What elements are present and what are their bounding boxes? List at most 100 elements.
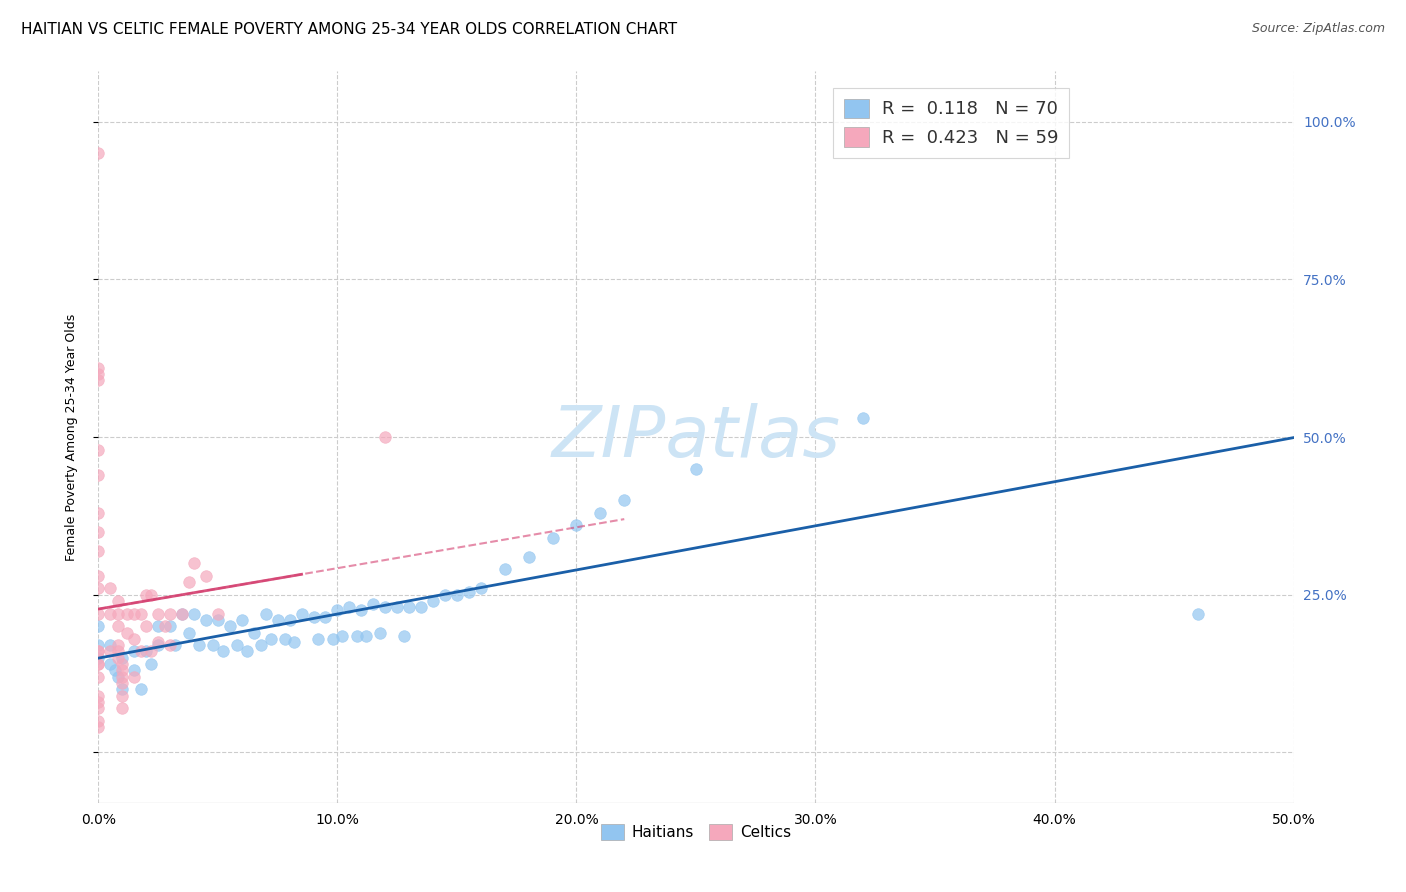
Point [139, 588, 162, 602]
Point [87, 367, 110, 381]
Point [494, 562, 516, 576]
Point [179, 575, 201, 590]
Point [278, 613, 301, 627]
Point [685, 461, 707, 475]
Point [374, 430, 396, 444]
Point [124, 644, 146, 658]
Point [254, 607, 277, 621]
Point [517, 549, 540, 564]
Point [179, 625, 201, 640]
Point [107, 607, 129, 621]
Point [267, 613, 290, 627]
Point [87, 146, 110, 161]
Point [87, 644, 110, 658]
Point [291, 607, 314, 621]
Point [87, 506, 110, 520]
Point [243, 625, 266, 640]
Point [107, 594, 129, 608]
Point [322, 632, 344, 646]
Point [115, 607, 138, 621]
Point [87, 657, 110, 671]
Point [159, 619, 181, 633]
Point [219, 619, 242, 633]
Point [363, 597, 385, 611]
Point [195, 613, 218, 627]
Point [398, 600, 420, 615]
Point [87, 607, 110, 621]
Point [87, 582, 110, 596]
Point [211, 644, 233, 658]
Point [370, 625, 392, 640]
Point [307, 632, 329, 646]
Point [87, 701, 110, 715]
Point [131, 644, 153, 658]
Point [346, 629, 368, 643]
Point [207, 607, 229, 621]
Point [394, 629, 416, 643]
Point [98, 582, 122, 596]
Point [446, 588, 468, 602]
Point [613, 493, 636, 508]
Point [87, 442, 110, 457]
Point [231, 613, 253, 627]
Point [124, 632, 146, 646]
Point [274, 632, 297, 646]
Point [131, 607, 153, 621]
Point [87, 670, 110, 684]
Text: HAITIAN VS CELTIC FEMALE POVERTY AMONG 25-34 YEAR OLDS CORRELATION CHART: HAITIAN VS CELTIC FEMALE POVERTY AMONG 2… [21, 22, 678, 37]
Point [135, 644, 157, 658]
Point [1187, 607, 1209, 621]
Point [302, 609, 325, 624]
Point [326, 603, 349, 617]
Point [124, 607, 146, 621]
Point [159, 638, 181, 652]
Point [374, 600, 396, 615]
Legend: Haitians, Celtics: Haitians, Celtics [595, 817, 797, 847]
Point [315, 609, 337, 624]
Point [98, 638, 122, 652]
Point [131, 682, 153, 697]
Point [148, 638, 170, 652]
Point [87, 569, 110, 583]
Point [111, 676, 134, 690]
Point [111, 670, 134, 684]
Point [385, 600, 409, 615]
Y-axis label: Female Poverty Among 25-34 Year Olds: Female Poverty Among 25-34 Year Olds [65, 313, 77, 561]
Point [87, 638, 110, 652]
Point [565, 518, 588, 533]
Point [87, 720, 110, 734]
Point [98, 657, 122, 671]
Point [411, 600, 433, 615]
Point [87, 360, 110, 375]
Point [187, 638, 209, 652]
Point [87, 650, 110, 665]
Point [139, 657, 162, 671]
Point [87, 524, 110, 539]
Point [111, 657, 134, 671]
Point [195, 569, 218, 583]
Point [422, 594, 444, 608]
Point [283, 635, 305, 649]
Point [470, 582, 492, 596]
Point [111, 689, 134, 703]
Point [87, 689, 110, 703]
Point [87, 373, 110, 387]
Point [235, 644, 257, 658]
Point [107, 644, 129, 658]
Point [589, 506, 612, 520]
Point [163, 638, 186, 652]
Point [155, 619, 177, 633]
Point [111, 682, 134, 697]
Point [124, 664, 146, 678]
Point [183, 607, 205, 621]
Point [172, 607, 194, 621]
Point [87, 543, 110, 558]
Point [330, 629, 353, 643]
Point [434, 588, 457, 602]
Point [148, 607, 170, 621]
Point [98, 644, 122, 658]
Point [87, 619, 110, 633]
Point [183, 556, 205, 570]
Point [107, 619, 129, 633]
Point [159, 607, 181, 621]
